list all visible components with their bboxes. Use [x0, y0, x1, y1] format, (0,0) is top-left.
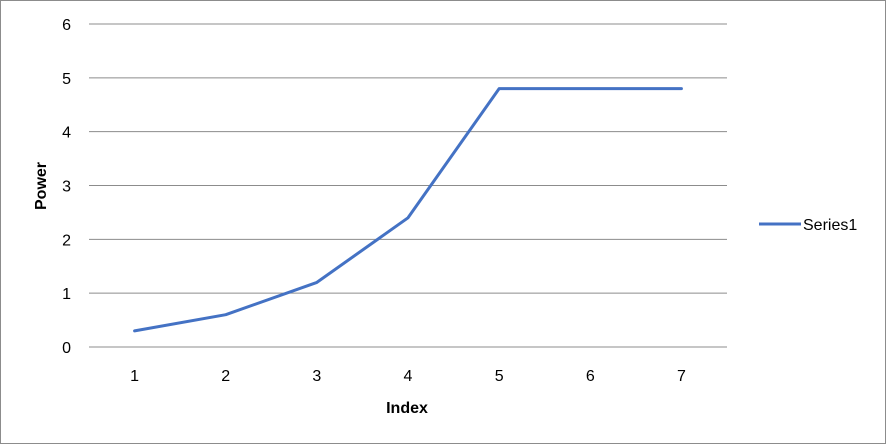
x-tick-label: 1 — [130, 368, 139, 385]
x-tick-label: 7 — [677, 368, 686, 385]
y-axis-title: Power — [33, 162, 50, 210]
legend: Series1 — [759, 217, 857, 234]
series-layer — [133, 87, 683, 333]
x-axis-ticks: 1 2 3 4 5 6 7 — [130, 368, 686, 385]
x-axis-title: Index — [386, 400, 428, 417]
y-tick-label: 1 — [62, 286, 71, 303]
x-tick-label: 2 — [221, 368, 230, 385]
y-tick-label: 4 — [62, 125, 71, 142]
y-tick-label: 6 — [62, 17, 71, 34]
y-tick-label: 5 — [62, 71, 71, 88]
y-tick-label: 0 — [62, 340, 71, 357]
y-tick-label: 2 — [62, 232, 71, 249]
x-tick-label: 5 — [495, 368, 504, 385]
x-tick-label: 3 — [312, 368, 321, 385]
x-tick-label: 4 — [404, 368, 413, 385]
y-tick-label: 3 — [62, 179, 71, 196]
gridlines — [89, 23, 727, 294]
y-axis-ticks: 0 1 2 3 4 5 6 — [62, 17, 71, 357]
legend-label-series1: Series1 — [803, 217, 857, 234]
x-tick-label: 6 — [586, 368, 595, 385]
series-line-series1 — [133, 87, 683, 333]
